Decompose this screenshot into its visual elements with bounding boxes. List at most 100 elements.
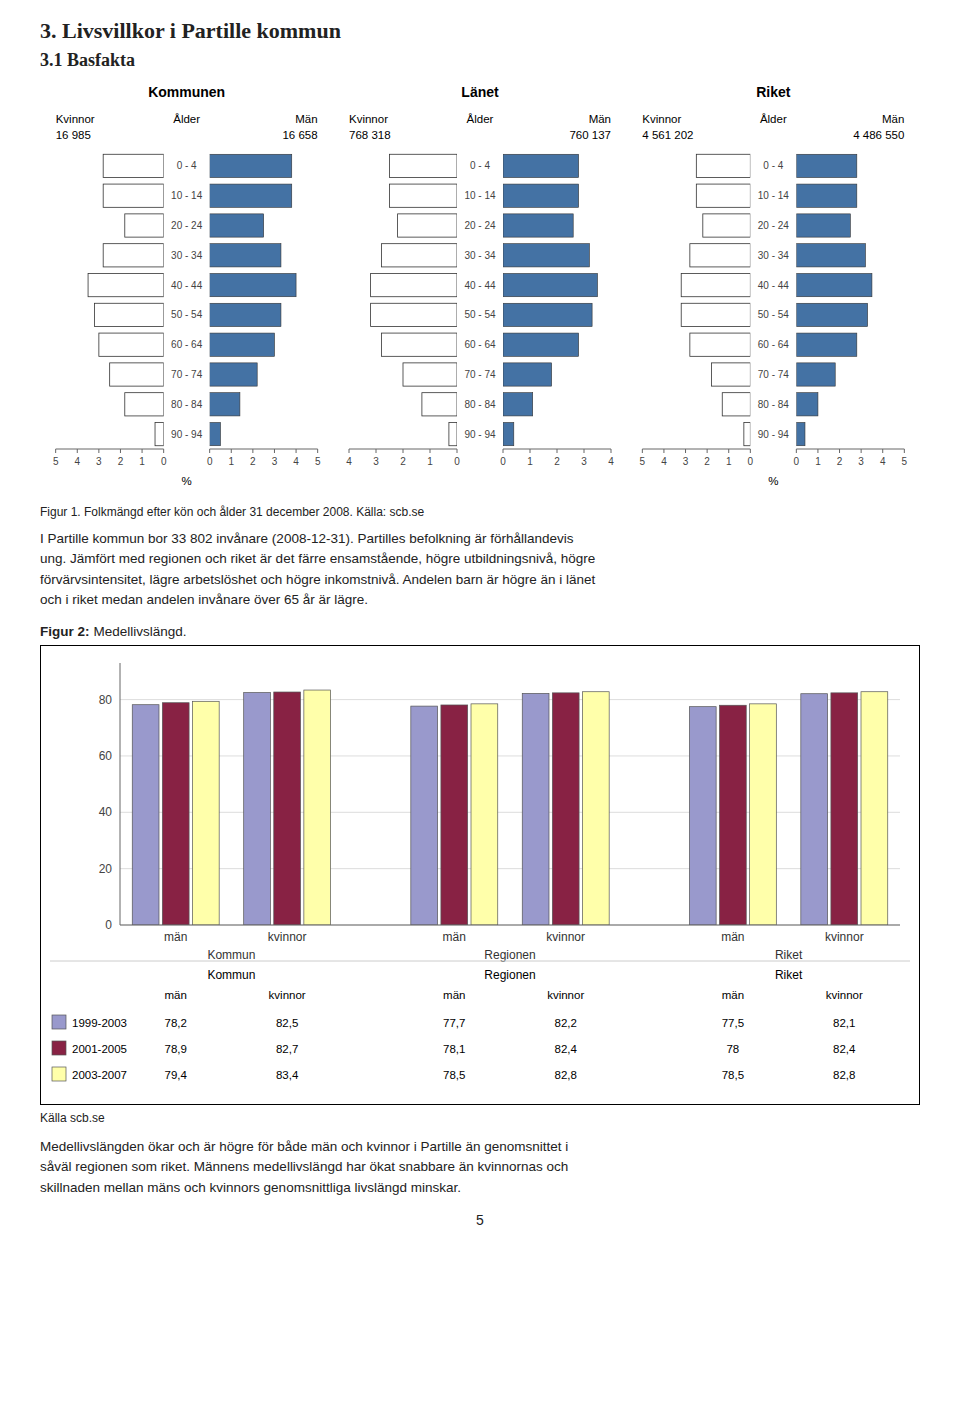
bar (411, 706, 438, 925)
bar (582, 692, 609, 925)
tick-label: 4 (74, 456, 80, 467)
table-value: 82,7 (276, 1043, 298, 1055)
category-label: 0 - 4 (763, 160, 783, 171)
bars-men (796, 154, 872, 445)
tick-label: 2 (400, 456, 406, 467)
bar (99, 333, 164, 356)
table-header: Regionen (484, 968, 535, 982)
bars (132, 690, 887, 925)
bar (503, 422, 514, 445)
pyramid-title: Kommunen (148, 84, 225, 100)
bar (210, 363, 258, 386)
bar (689, 707, 716, 925)
bar (244, 693, 271, 925)
category-label: 80 - 84 (758, 399, 790, 410)
total-label: 768 318 (349, 129, 391, 141)
tick (642, 449, 643, 453)
bar (681, 303, 750, 326)
tick (98, 449, 99, 453)
bar (210, 393, 240, 416)
bar (681, 273, 750, 296)
bar (110, 363, 164, 386)
frame (41, 646, 920, 1105)
legend-label: 2003-2007 (72, 1069, 127, 1081)
table-header: män (443, 989, 465, 1001)
total-label: 16 658 (282, 129, 317, 141)
bar (690, 244, 750, 267)
tick-label: 3 (858, 456, 864, 467)
tick (861, 449, 862, 453)
tick (685, 449, 686, 453)
total-label: 4 486 550 (853, 129, 904, 141)
bar (719, 705, 746, 925)
tick-label: 5 (53, 456, 59, 467)
tick (252, 449, 253, 453)
bar (522, 693, 549, 925)
bar (796, 303, 867, 326)
table-header: kvinnor (826, 989, 863, 1001)
tick-label: 0 (500, 456, 506, 467)
tick (796, 449, 797, 453)
figure-source: Källa scb.se (40, 1111, 920, 1125)
bar (503, 214, 573, 237)
category-label: 60 - 64 (758, 339, 790, 350)
tick (817, 449, 818, 453)
page-number: 5 (40, 1212, 920, 1228)
tick (120, 449, 121, 453)
table-value: 82,8 (555, 1069, 577, 1081)
tick-label: 3 (683, 456, 689, 467)
pyramid-panel: LänetKvinnorÅlderMän768 318760 13790 - 9… (346, 84, 614, 467)
bar (503, 244, 589, 267)
bar (390, 184, 458, 207)
tick (557, 449, 558, 453)
pyramid-title: Länet (461, 84, 499, 100)
table-value: 78,2 (165, 1017, 187, 1029)
tick-label: 5 (640, 456, 646, 467)
grid-line (120, 925, 900, 926)
figure-heading: Figur 2:Medellivslängd. (40, 624, 920, 639)
axis-line (796, 449, 904, 450)
bar (796, 184, 856, 207)
tick (403, 449, 404, 453)
tick-label: 1 (726, 456, 732, 467)
category-label: 20 - 24 (464, 220, 496, 231)
tick (663, 449, 664, 453)
tick-label: 60 (99, 749, 113, 763)
figure-title: Medellivslängd. (94, 624, 187, 639)
series-label: Män (589, 113, 611, 125)
tick-label: 5 (315, 456, 321, 467)
tick-label: 20 (99, 862, 113, 876)
tick-label: 3 (373, 456, 379, 467)
tick-label: 1 (527, 456, 533, 467)
tick-label: 0 (454, 456, 460, 467)
grid-line (120, 812, 900, 813)
bar (441, 705, 468, 925)
bar (831, 693, 858, 925)
bar (210, 303, 281, 326)
paragraph: I Partille kommun bor 33 802 invånare (2… (40, 529, 920, 610)
category-label: 30 - 34 (758, 250, 790, 261)
bar (796, 393, 818, 416)
category-label: 0 - 4 (470, 160, 490, 171)
grid-line (120, 699, 900, 700)
category-label: män (721, 930, 744, 944)
grid-line (120, 868, 900, 869)
tick (209, 449, 210, 453)
bar (162, 703, 189, 925)
bar (274, 692, 301, 925)
legend-swatch (52, 1041, 66, 1055)
pyramid-panel: KommunenKvinnorÅlderMän16 98516 65890 - … (53, 84, 321, 487)
bar (503, 333, 579, 356)
category-label: 60 - 64 (171, 339, 203, 350)
bar (125, 214, 164, 237)
bar (503, 303, 592, 326)
category-label: 50 - 54 (464, 309, 496, 320)
category-label: 10 - 14 (464, 190, 496, 201)
category-label: 10 - 14 (171, 190, 203, 201)
tick (77, 449, 78, 453)
category-label: män (443, 930, 466, 944)
table-value: 82,4 (555, 1043, 578, 1055)
axis-line (642, 449, 750, 450)
tick-label: 1 (427, 456, 433, 467)
y-axis-line (120, 663, 121, 925)
